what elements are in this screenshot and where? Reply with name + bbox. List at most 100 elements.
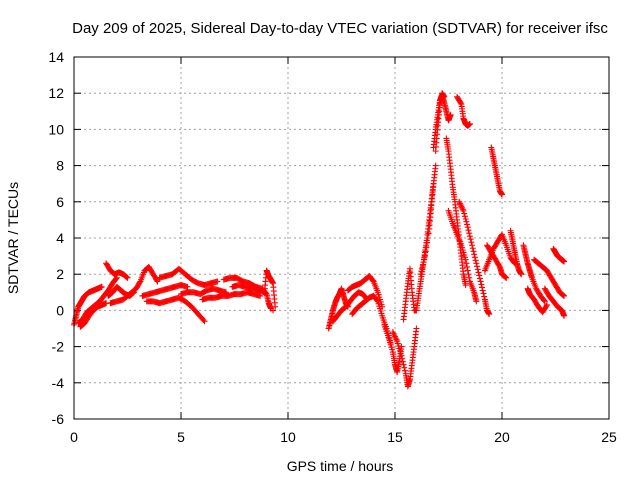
y-tick-label: 4 [56, 230, 64, 246]
data-point [465, 271, 472, 278]
data-point [369, 277, 376, 284]
data-point [486, 311, 493, 318]
y-tick-label: 14 [48, 49, 64, 65]
data-point [479, 284, 486, 291]
data-point [464, 224, 471, 231]
data-points [71, 90, 568, 390]
data-point [466, 230, 473, 237]
data-point [270, 307, 277, 314]
y-tick-label: -4 [52, 375, 65, 391]
data-point [464, 263, 471, 270]
data-point [471, 254, 478, 261]
grid-lines [74, 57, 609, 419]
data-point [502, 274, 509, 281]
chart-title: Day 209 of 2025, Sidereal Day-to-day VTE… [72, 20, 608, 37]
data-point [419, 262, 426, 269]
data-point [457, 99, 464, 106]
y-axis-label: SDTVAR / TECUs [5, 182, 21, 294]
data-point [421, 256, 428, 263]
data-point [464, 221, 471, 228]
data-point [154, 278, 161, 285]
data-point [432, 162, 439, 169]
x-tick-label: 20 [494, 429, 510, 445]
data-point [425, 230, 432, 237]
data-point [399, 358, 406, 365]
x-tick-label: 15 [387, 429, 403, 445]
data-point [461, 210, 468, 217]
data-point [463, 260, 470, 267]
data-point [467, 236, 474, 243]
data-point [421, 253, 428, 260]
data-point [401, 364, 408, 371]
data-point [469, 242, 476, 249]
data-point [559, 291, 566, 298]
data-point [501, 273, 508, 280]
y-tick-label: 12 [48, 85, 64, 101]
x-tick-label: 0 [70, 429, 78, 445]
data-point [471, 251, 478, 258]
data-point [476, 275, 483, 282]
data-point [461, 213, 468, 220]
data-point [465, 227, 472, 234]
data-point [401, 367, 408, 374]
data-point [466, 120, 473, 127]
data-point [423, 244, 430, 251]
data-point [113, 275, 120, 282]
data-point [481, 293, 488, 300]
data-point [124, 274, 131, 281]
axis-ticks: 0 5 10 15 20 25 -6 -4 -2 0 2 4 6 8 10 12 14 [48, 49, 617, 445]
data-point [473, 298, 480, 305]
x-axis-label: GPS time / hours [287, 458, 394, 474]
data-point [462, 282, 469, 289]
data-point [418, 268, 425, 275]
data-point [374, 297, 381, 304]
data-point [468, 239, 475, 246]
data-point [462, 256, 469, 263]
data-point [272, 303, 279, 310]
data-point [464, 267, 471, 274]
data-point [561, 292, 568, 299]
data-point [466, 274, 473, 281]
data-point [123, 273, 130, 280]
y-tick-label: 8 [56, 158, 64, 174]
data-point [474, 263, 481, 270]
data-point [518, 271, 525, 278]
data-point [472, 257, 479, 264]
data-point [474, 266, 481, 273]
data-point [470, 248, 477, 255]
data-point [201, 318, 208, 325]
data-point [417, 271, 424, 278]
data-point [184, 283, 191, 290]
data-point [398, 352, 405, 359]
data-point [541, 298, 548, 305]
data-point [413, 325, 420, 332]
data-point [462, 215, 469, 222]
data-point [466, 233, 473, 240]
data-point [123, 274, 130, 281]
data-point [422, 248, 429, 255]
data-point [200, 317, 207, 324]
y-tick-label: -6 [52, 411, 65, 427]
data-point [561, 312, 568, 319]
y-tick-label: 0 [56, 302, 64, 318]
data-point [543, 301, 550, 308]
data-point [424, 235, 431, 241]
data-point [476, 272, 483, 279]
data-point [136, 279, 143, 286]
data-point [214, 278, 221, 285]
x-tick-label: 5 [177, 429, 185, 445]
y-tick-label: -2 [52, 339, 65, 355]
y-tick-label: 2 [56, 266, 64, 282]
data-point [543, 303, 550, 310]
data-point [419, 265, 426, 272]
data-point [560, 292, 567, 299]
data-point [561, 258, 568, 265]
data-point [469, 245, 476, 252]
data-point [463, 218, 470, 225]
plot-frame [73, 56, 610, 420]
y-tick-label: 6 [56, 194, 64, 210]
data-point [98, 283, 105, 290]
data-point [400, 361, 407, 368]
data-point [479, 287, 486, 294]
